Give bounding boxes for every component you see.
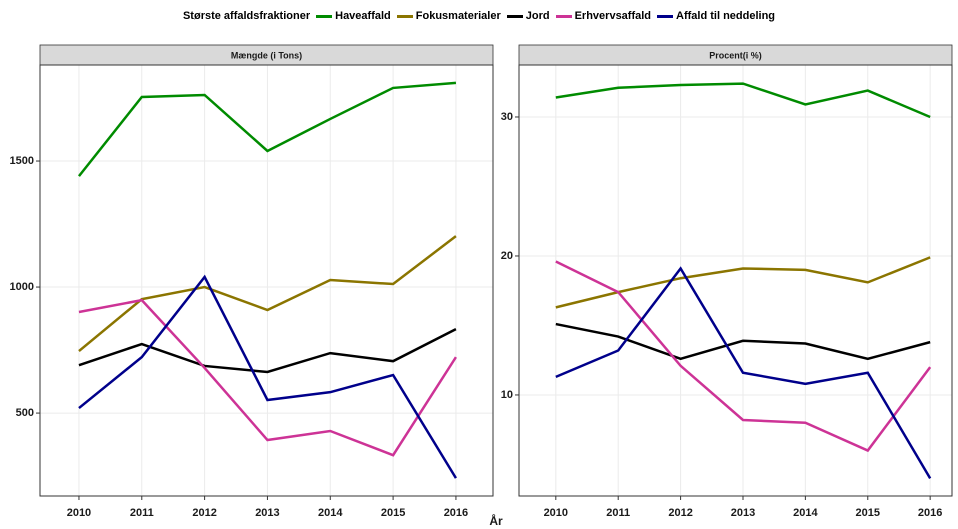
legend: Største affaldsfraktioner Haveaffald Foku… xyxy=(0,10,958,22)
legend-label: Affald til neddeling xyxy=(676,10,776,22)
series-line xyxy=(77,81,457,177)
legend-label: Jord xyxy=(525,10,550,22)
series-line xyxy=(78,328,457,374)
y-tick-label: 20 xyxy=(501,250,513,262)
panel-border xyxy=(518,64,953,497)
series-line xyxy=(555,322,931,361)
x-tick-label: 2014 xyxy=(318,507,343,519)
x-axis-label: År xyxy=(489,513,503,528)
x-tick-label: 2015 xyxy=(856,507,880,519)
legend-swatch xyxy=(316,14,333,18)
legend-label: Erhvervsaffald xyxy=(574,10,652,22)
series-line xyxy=(78,274,457,479)
panel-background xyxy=(519,65,952,496)
panel-border xyxy=(39,64,494,497)
panel-background xyxy=(40,65,493,496)
x-tick-label: 2014 xyxy=(793,507,818,519)
x-tick-label: 2016 xyxy=(444,507,468,519)
series-line xyxy=(555,266,932,479)
legend-item: Fokusmaterialer xyxy=(396,10,501,22)
legend-item: Jord xyxy=(506,10,550,22)
x-tick-label: 2010 xyxy=(67,507,91,519)
x-tick-label: 2016 xyxy=(918,507,942,519)
legend-swatch xyxy=(396,14,413,18)
legend-swatch xyxy=(506,14,523,18)
x-tick-label: 2012 xyxy=(668,507,692,519)
series-line xyxy=(555,82,931,119)
y-tick-label: 30 xyxy=(501,111,513,123)
x-tick-label: 2013 xyxy=(731,507,755,519)
y-tick-label: 1000 xyxy=(10,281,34,293)
y-tick-label: 10 xyxy=(501,389,513,401)
series-line xyxy=(78,298,457,457)
legend-item: Haveaffald xyxy=(316,10,391,22)
legend-item: Affald til neddeling xyxy=(657,10,775,22)
x-tick-label: 2015 xyxy=(381,507,405,519)
legend-title: Største affaldsfraktioner xyxy=(182,10,311,22)
x-tick-label: 2011 xyxy=(130,507,154,519)
x-tick-label: 2013 xyxy=(255,507,279,519)
x-tick-label: 2012 xyxy=(192,507,216,519)
strip-title: Procent(i %) xyxy=(709,50,762,60)
x-tick-label: 2010 xyxy=(544,507,568,519)
legend-swatch xyxy=(657,14,674,18)
series-line xyxy=(555,260,932,453)
legend-swatch xyxy=(555,14,572,18)
y-tick-label: 1500 xyxy=(10,155,34,167)
y-tick-label: 500 xyxy=(16,407,34,419)
legend-label: Haveaffald xyxy=(335,10,391,22)
x-tick-label: 2011 xyxy=(606,507,630,519)
legend-item: Erhvervsaffald xyxy=(555,10,652,22)
strip-title: Mængde (i Tons) xyxy=(231,50,302,60)
legend-label: Fokusmaterialer xyxy=(415,10,501,22)
